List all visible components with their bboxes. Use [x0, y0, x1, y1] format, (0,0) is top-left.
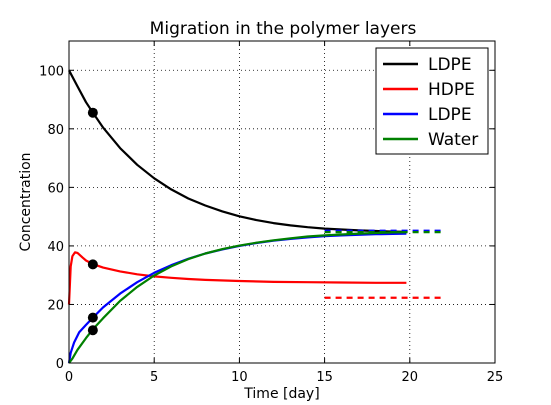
legend-label-0: LDPE: [428, 55, 472, 75]
grid: [69, 41, 495, 363]
series-line-1: [67, 251, 407, 305]
y-tick-label: 60: [47, 181, 64, 196]
y-tick-label: 40: [47, 240, 64, 255]
x-tick-label: 0: [65, 370, 73, 385]
x-tick-label: 20: [402, 370, 419, 385]
series-lines: [67, 69, 407, 364]
legend-label-3: Water: [428, 130, 478, 150]
plot-frame: [68, 40, 496, 364]
x-tick-label: 25: [487, 370, 504, 385]
y-axis-label: Concentration: [18, 152, 34, 251]
x-tick-label: 5: [150, 370, 158, 385]
legend-label-2: LDPE: [428, 105, 472, 125]
x-tick-label: 15: [316, 370, 333, 385]
marker-point-2: [87, 312, 98, 323]
x-axis-label: Time [day]: [243, 386, 319, 402]
marker-point-3: [87, 325, 98, 336]
marker-point-0: [87, 107, 98, 118]
legend-label-1: HDPE: [428, 80, 475, 100]
chart-title: Migration in the polymer layers: [150, 19, 417, 39]
legend-box: [375, 47, 489, 155]
y-tick-label: 80: [47, 123, 64, 138]
axis-ticks: 0 5 10 15 20 25 0 20 40 60 80 100: [39, 41, 503, 385]
y-tick-label: 100: [39, 64, 64, 79]
legend: LDPE HDPE LDPE Water: [375, 47, 489, 155]
markers: [87, 107, 98, 336]
equilibrium-lines: [324, 229, 444, 299]
x-tick-label: 10: [231, 370, 248, 385]
y-tick-label: 0: [56, 357, 64, 372]
marker-point-1: [87, 259, 98, 270]
y-tick-label: 20: [47, 298, 64, 313]
